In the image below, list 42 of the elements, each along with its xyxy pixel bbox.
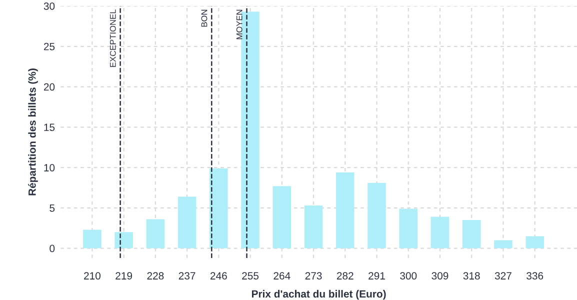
ref-line-label: EXCEPTIONEL [110,10,116,67]
x-tick-label: 336 [526,272,544,280]
x-tick-label: 255 [242,272,259,280]
bar [494,240,512,248]
bar [83,230,102,248]
x-tick-label: 282 [336,272,354,280]
bar [304,206,323,248]
ref-line-label: BON [201,10,208,27]
ref-line-label: MOYEN [236,10,242,40]
x-tick-label: 237 [178,272,196,280]
bar [146,219,165,248]
x-tick-label: 300 [400,272,417,280]
x-tick-label: 210 [84,272,100,280]
bar [272,186,292,248]
x-tick-label: 228 [147,272,164,280]
bar [178,196,196,248]
bar [368,182,386,248]
bar [241,12,260,248]
y-tick-label: 30 [44,2,55,10]
y-tick-label: 20 [44,83,55,91]
y-tick-label: 15 [44,124,55,132]
x-tick-label: 273 [305,272,322,280]
x-tick-label: 246 [210,272,227,280]
y-tick-label: 25 [44,42,55,50]
x-axis-title: Prix d'achat du billet (Euro) [252,290,386,300]
bar [526,236,544,248]
bar [399,208,418,248]
bar [430,216,450,248]
x-tick-label: 327 [494,272,512,280]
y-axis-title: Répartition des billets (%) [28,68,38,196]
x-tick-label: 309 [432,272,448,280]
y-tick-label: 5 [50,204,55,212]
bar [114,232,133,248]
x-tick-label: 219 [116,272,132,280]
bar [336,172,354,248]
x-tick-label: 291 [368,272,385,280]
x-tick-label: 264 [274,272,290,280]
bar [210,168,228,248]
bar [462,220,481,248]
y-tick-label: 10 [44,164,55,172]
y-tick-label: 0 [50,244,55,252]
x-tick-label: 318 [463,272,480,280]
